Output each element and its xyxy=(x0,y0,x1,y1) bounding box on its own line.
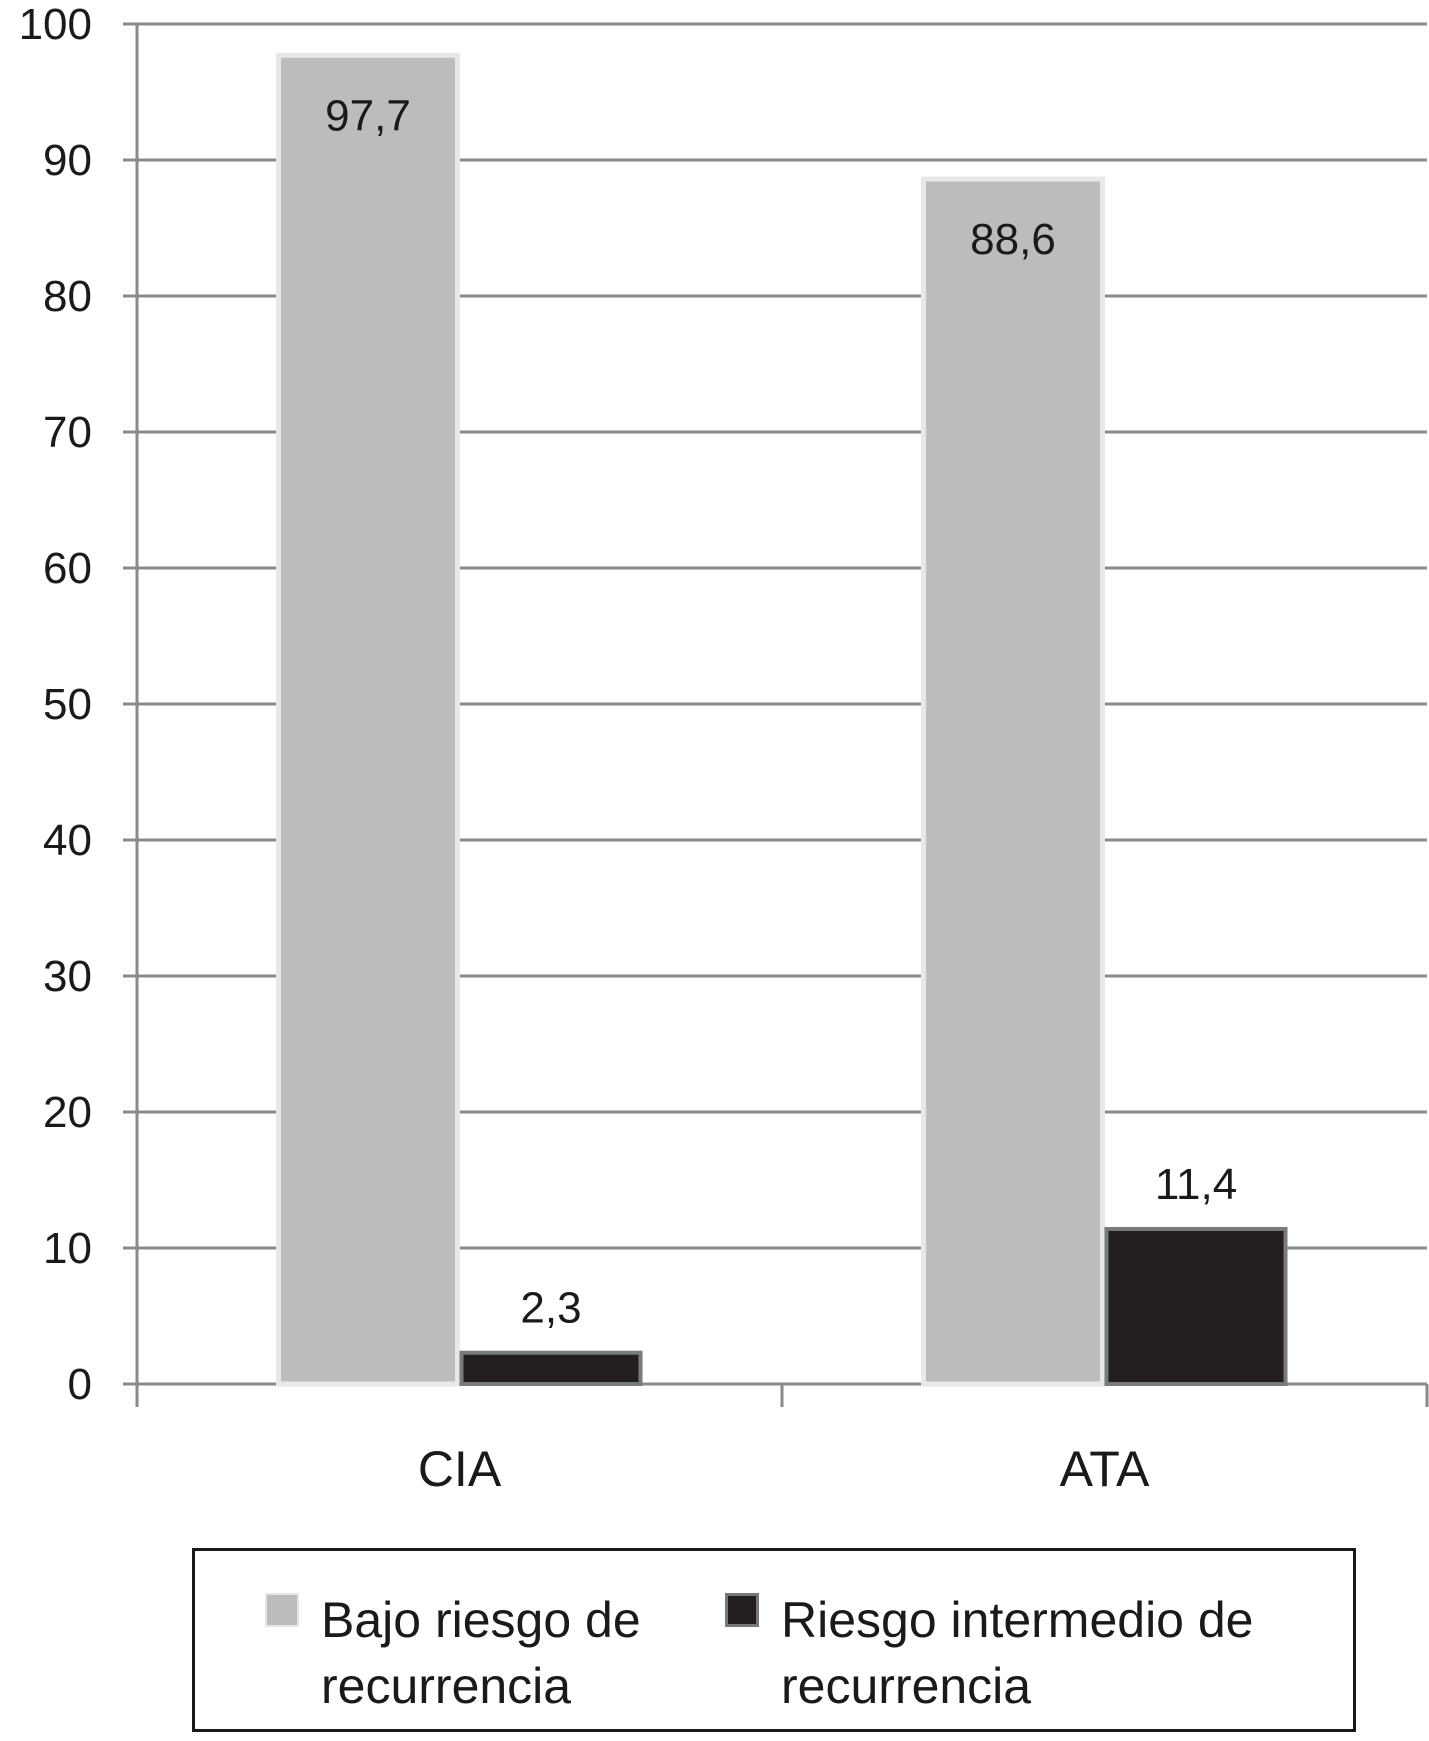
y-tick-label: 70 xyxy=(43,408,92,457)
y-tick-label: 40 xyxy=(43,816,92,865)
bar-bajo-riesgo xyxy=(276,52,460,1387)
y-tick-label: 20 xyxy=(43,1088,92,1137)
data-label: 88,6 xyxy=(970,215,1056,264)
bar-riesgo-intermedio xyxy=(1104,1226,1288,1386)
category-label: ATA xyxy=(1060,1441,1150,1497)
category-label: CIA xyxy=(418,1441,502,1497)
data-label: 11,4 xyxy=(1155,1160,1237,1209)
y-tick-label: 10 xyxy=(43,1224,92,1273)
y-tick-label: 50 xyxy=(43,680,92,729)
y-tick-label: 90 xyxy=(43,136,92,185)
bars xyxy=(276,52,1288,1387)
bar-bajo-riesgo xyxy=(921,176,1105,1387)
legend-item-bajo-riesgo: Bajo riesgo de recurrencia xyxy=(265,1587,681,1719)
bar-chart: 0 10 20 30 40 50 60 70 80 90 100 97,7 2,3 CIA 88,6 11,4… xyxy=(19,0,1429,1497)
y-tick-label: 0 xyxy=(68,1360,92,1409)
y-tick-label: 80 xyxy=(43,272,92,321)
y-tick-label: 60 xyxy=(43,544,92,593)
legend-swatch-black xyxy=(725,1593,759,1627)
legend: Bajo riesgo de recurrencia Riesgo interm… xyxy=(192,1548,1356,1732)
bar-riesgo-intermedio xyxy=(459,1350,643,1386)
legend-item-riesgo-intermedio: Riesgo intermedio de recurrencia xyxy=(725,1587,1341,1719)
y-tick-label: 30 xyxy=(43,952,92,1001)
legend-label: Riesgo intermedio de recurrencia xyxy=(781,1592,1254,1714)
legend-label: Bajo riesgo de recurrencia xyxy=(321,1592,641,1714)
data-label: 97,7 xyxy=(325,91,411,140)
legend-swatch-gray xyxy=(265,1593,299,1627)
data-label: 2,3 xyxy=(520,1284,581,1333)
labels: 0 10 20 30 40 50 60 70 80 90 100 97,7 2,3 CIA 88,6 11,4… xyxy=(19,0,1238,1497)
y-tick-label: 100 xyxy=(19,0,92,49)
